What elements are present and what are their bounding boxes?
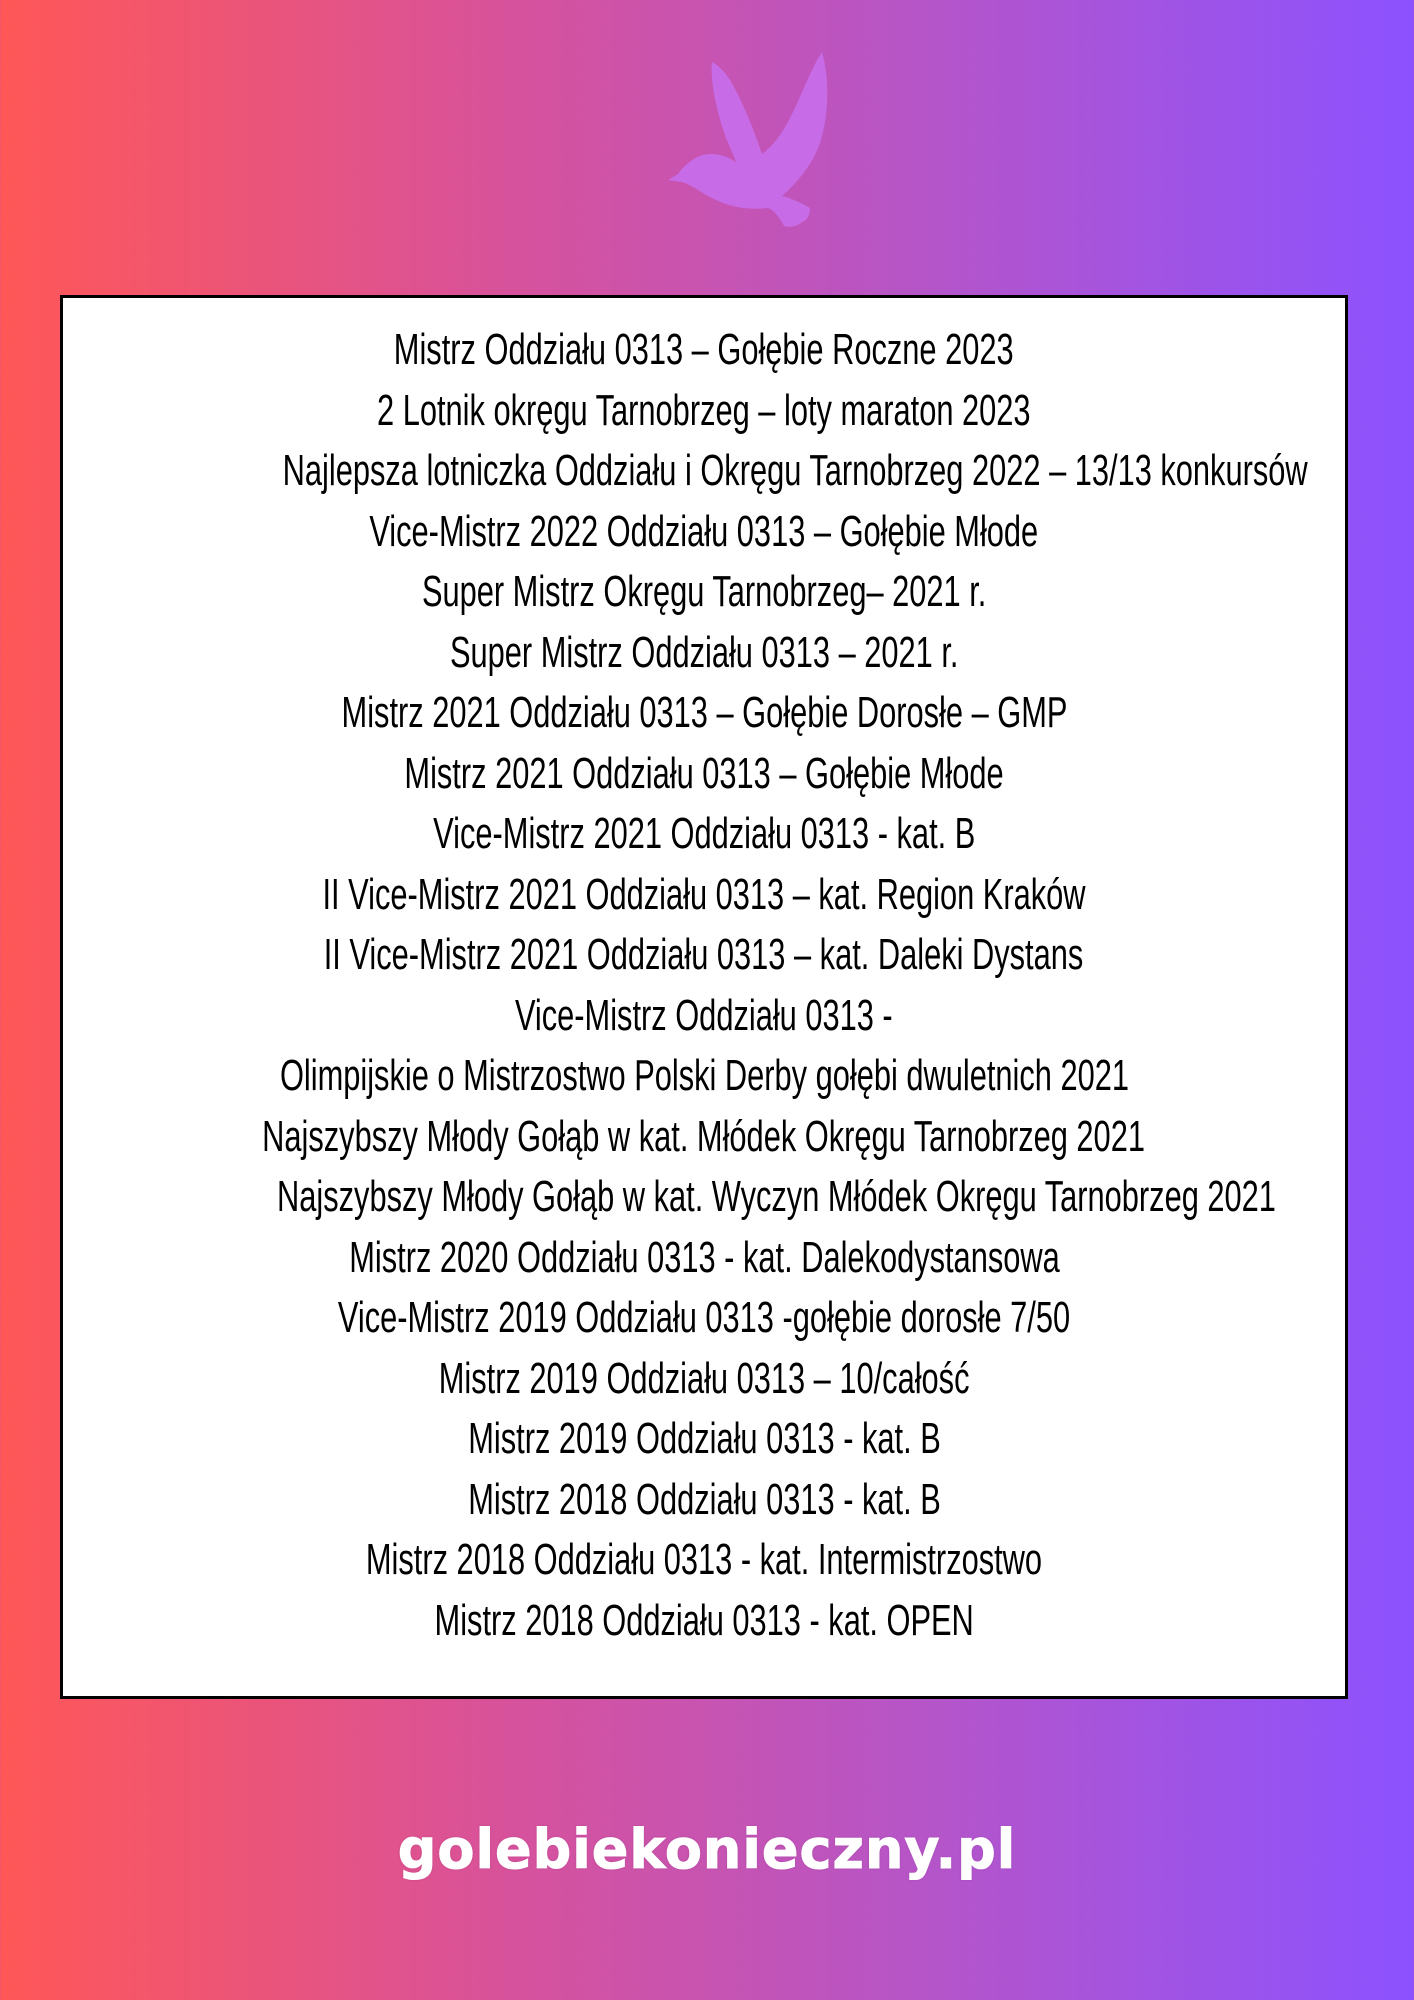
list-item: Mistrz 2021 Oddziału 0313 – Gołębie Doro…	[341, 688, 1067, 737]
list-item: Mistrz 2018 Oddziału 0313 - kat. B	[467, 1474, 941, 1524]
list-item: Mistrz 2018 Oddziału 0313 - kat. OPEN	[434, 1595, 974, 1645]
list-item: Mistrz 2021 Oddziału 0313 – Gołębie Młod…	[404, 748, 1004, 798]
list-item: Najszybszy Młody Gołąb w kat. Wyczyn Młó…	[277, 1172, 1276, 1221]
list-item: Mistrz 2019 Oddziału 0313 – 10/całość	[438, 1353, 970, 1403]
list-item: Mistrz Oddziału 0313 – Gołębie Roczne 20…	[394, 325, 1014, 374]
list-item: Vice-Mistrz 2019 Oddziału 0313 -gołębie …	[337, 1293, 1071, 1342]
achievements-card: Mistrz Oddziału 0313 – Gołębie Roczne 20…	[60, 295, 1348, 1699]
list-item: II Vice-Mistrz 2021 Oddziału 0313 – kat.…	[324, 930, 1084, 979]
list-item: 2 Lotnik okręgu Tarnobrzeg – loty marato…	[377, 385, 1031, 435]
list-item: Mistrz 2020 Oddziału 0313 - kat. Dalekod…	[348, 1232, 1060, 1282]
list-item: Super Mistrz Oddziału 0313 – 2021 r.	[449, 627, 959, 677]
list-item: Najszybszy Młody Gołąb w kat. Młódek Okr…	[262, 1111, 1146, 1161]
list-item: II Vice-Mistrz 2021 Oddziału 0313 – kat.…	[322, 869, 1086, 919]
achievements-list: Mistrz Oddziału 0313 – Gołębie Roczne 20…	[63, 320, 1345, 1651]
list-item: Vice-Mistrz Oddziału 0313 -	[515, 990, 893, 1040]
list-item: Super Mistrz Okręgu Tarnobrzeg– 2021 r.	[421, 567, 987, 616]
dove-icon	[668, 52, 828, 227]
list-item: Mistrz 2019 Oddziału 0313 - kat. B	[467, 1414, 941, 1463]
website-url: golebiekonieczny.pl	[397, 1818, 1017, 1882]
list-item: Vice-Mistrz 2021 Oddziału 0313 - kat. B	[432, 809, 976, 858]
list-item: Vice-Mistrz 2022 Oddziału 0313 – Gołębie…	[369, 506, 1039, 556]
list-item: Najlepsza lotniczka Oddziału i Okręgu Ta…	[282, 446, 1308, 495]
list-item: Mistrz 2018 Oddziału 0313 - kat. Intermi…	[365, 1535, 1043, 1584]
list-item: Olimpijskie o Mistrzostwo Polski Derby g…	[279, 1051, 1129, 1100]
